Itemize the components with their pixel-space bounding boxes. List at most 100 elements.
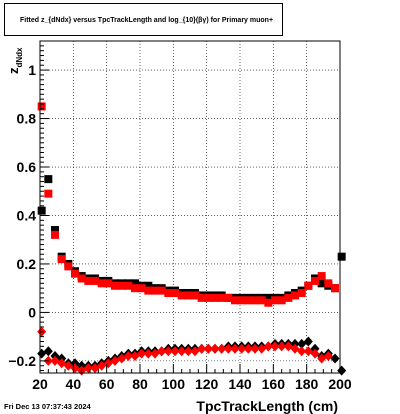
y-tick-label: 0.8 bbox=[17, 111, 37, 127]
data-point bbox=[243, 343, 253, 354]
ticks bbox=[39, 45, 341, 373]
data-point bbox=[144, 281, 153, 290]
data-point bbox=[157, 286, 166, 295]
data-point bbox=[217, 293, 226, 302]
data-point bbox=[91, 276, 99, 285]
data-point bbox=[83, 363, 93, 374]
data-point bbox=[230, 343, 240, 354]
y-axis-title: zdNdx bbox=[6, 47, 24, 74]
data-point bbox=[211, 293, 219, 302]
data-point bbox=[304, 281, 313, 290]
data-point bbox=[97, 279, 106, 288]
data-point bbox=[131, 279, 139, 288]
data-point bbox=[164, 289, 173, 298]
x-tick-label: 160 bbox=[262, 376, 286, 392]
x-axis-title: TpcTrackLength (cm) bbox=[196, 398, 338, 414]
data-point bbox=[197, 293, 206, 302]
data-point bbox=[77, 274, 86, 283]
data-point bbox=[303, 336, 313, 347]
data-point bbox=[204, 293, 213, 302]
y-axis-title-group: zdNdx bbox=[6, 47, 24, 74]
data-point bbox=[291, 291, 299, 300]
marks bbox=[37, 102, 347, 376]
data-point bbox=[183, 346, 193, 357]
data-point bbox=[197, 343, 207, 354]
data-point bbox=[257, 296, 266, 305]
data-point bbox=[284, 293, 293, 302]
data-point bbox=[244, 296, 253, 305]
data-point bbox=[163, 346, 173, 357]
data-point bbox=[324, 279, 333, 288]
data-point bbox=[337, 252, 346, 261]
x-tick-label: 200 bbox=[328, 376, 352, 392]
data-point bbox=[171, 289, 179, 298]
y-tick-label: 1 bbox=[28, 62, 36, 78]
data-point bbox=[37, 102, 46, 111]
data-point bbox=[144, 286, 153, 295]
data-point bbox=[64, 262, 73, 271]
x-tick-label: 140 bbox=[228, 376, 252, 392]
data-point bbox=[71, 269, 79, 278]
data-point bbox=[124, 281, 133, 290]
data-point bbox=[123, 351, 133, 362]
y-tick-label: 0 bbox=[28, 304, 36, 320]
data-point bbox=[51, 230, 59, 239]
data-point bbox=[323, 351, 333, 362]
data-point bbox=[117, 281, 126, 290]
x-tick-label: 180 bbox=[295, 376, 319, 392]
data-point bbox=[337, 365, 347, 376]
data-point bbox=[270, 341, 280, 352]
data-point bbox=[177, 291, 186, 300]
x-tick-label: 60 bbox=[99, 376, 115, 392]
data-point bbox=[237, 343, 247, 354]
data-point bbox=[57, 255, 66, 264]
y-tick-label: −0.2 bbox=[8, 353, 36, 369]
data-point bbox=[177, 346, 187, 357]
data-point bbox=[224, 293, 233, 302]
data-point bbox=[264, 293, 273, 302]
data-point bbox=[264, 298, 273, 307]
data-point bbox=[203, 343, 213, 354]
series-red-diamond bbox=[37, 326, 333, 376]
plot-frame bbox=[39, 40, 341, 374]
chart-title: Fitted z_{dNdx} versus TpcTrackLength an… bbox=[20, 17, 274, 24]
data-point bbox=[251, 296, 259, 305]
data-point bbox=[237, 296, 246, 305]
data-point bbox=[331, 284, 339, 293]
data-point bbox=[137, 284, 146, 293]
data-point bbox=[310, 348, 320, 359]
x-tick-label: 100 bbox=[162, 376, 186, 392]
data-point bbox=[263, 341, 273, 352]
data-point bbox=[151, 286, 159, 295]
data-point bbox=[143, 348, 153, 359]
data-point bbox=[223, 343, 233, 354]
data-point bbox=[277, 341, 287, 352]
footer-date: Fri Dec 13 07:37:43 2024 bbox=[4, 402, 91, 411]
data-point bbox=[297, 289, 306, 298]
tick-labels: 20 40 60 80 100 120 140 160 180 200 −0.2 0 0.2 0.4 0.6… bbox=[8, 62, 352, 392]
grid bbox=[39, 41, 341, 373]
data-point bbox=[170, 346, 180, 357]
data-point bbox=[44, 189, 53, 198]
data-point bbox=[44, 175, 53, 184]
data-point bbox=[311, 276, 319, 285]
data-point bbox=[317, 272, 326, 281]
x-tick-label: 40 bbox=[66, 376, 82, 392]
data-point bbox=[104, 279, 113, 288]
data-point bbox=[271, 296, 279, 305]
x-tick-label: 80 bbox=[132, 376, 148, 392]
data-point bbox=[84, 276, 93, 285]
x-tick-label: 120 bbox=[195, 376, 219, 392]
data-point bbox=[217, 343, 227, 354]
data-point bbox=[111, 281, 119, 290]
series-black-square bbox=[37, 175, 346, 302]
data-point bbox=[191, 291, 199, 300]
data-point bbox=[157, 346, 167, 357]
data-point bbox=[250, 343, 260, 354]
series-red-square bbox=[37, 102, 339, 307]
data-point bbox=[184, 291, 193, 300]
title-box: Fitted z_{dNdx} versus TpcTrackLength an… bbox=[4, 3, 283, 36]
data-point bbox=[137, 348, 147, 359]
y-tick-label: 0.2 bbox=[17, 256, 37, 272]
